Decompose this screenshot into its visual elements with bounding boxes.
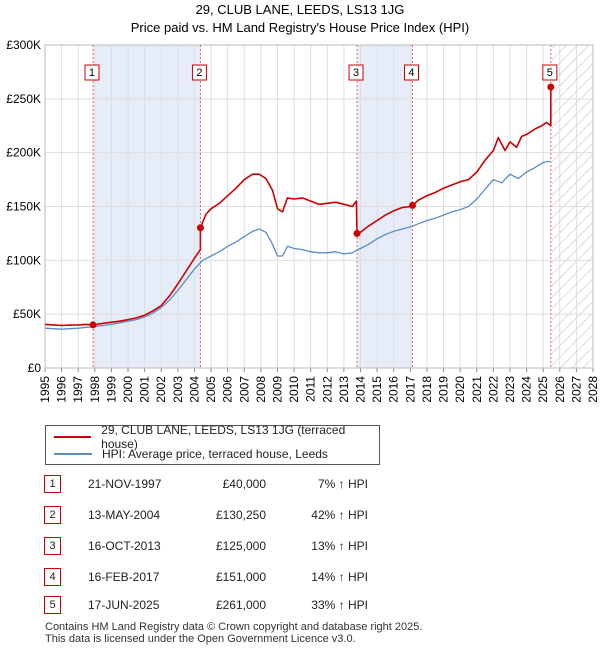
x-tick-label: 2025: [536, 376, 550, 403]
x-tick-label: 2021: [470, 376, 484, 403]
sale-label-box: [542, 64, 558, 81]
sale-hpi-change: 13% ↑ HPI: [311, 539, 368, 553]
sale-hpi-change: 33% ↑ HPI: [311, 598, 368, 612]
legend-item-property: 29, CLUB LANE, LEEDS, LS13 1JG (terraced…: [54, 423, 379, 451]
chart-title: 29, CLUB LANE, LEEDS, LS13 1JG: [196, 2, 405, 17]
x-tick-label: 2024: [520, 376, 534, 403]
sale-hpi-change: 14% ↑ HPI: [311, 570, 368, 584]
x-tick-label: 2015: [370, 376, 384, 403]
sale-date: 16-FEB-2017: [88, 570, 160, 584]
sale-label-box: [403, 64, 419, 81]
x-tick-label: 2022: [486, 376, 500, 403]
footer-attribution: Contains HM Land Registry data © Crown c…: [45, 621, 422, 645]
sale-point: [353, 229, 361, 237]
sale-label-box: [84, 64, 100, 81]
chart: 29, CLUB LANE, LEEDS, LS13 1JG Price pai…: [6, 2, 600, 403]
y-tick-label: £250K: [6, 92, 41, 106]
x-tick-label: 1997: [71, 376, 85, 403]
x-tick-label: 2026: [553, 376, 567, 403]
x-tick-label: 2017: [403, 376, 417, 403]
sale-price: £130,250: [215, 508, 266, 522]
legend: 29, CLUB LANE, LEEDS, LS13 1JG (terraced…: [45, 423, 380, 465]
sale-row: 5 17-JUN-2025 £261,000 33% ↑ HPI: [40, 595, 440, 615]
x-tick-label: 2003: [171, 376, 185, 403]
x-tick-label: 2023: [503, 376, 517, 403]
x-tick-label: 2009: [270, 376, 284, 403]
x-tick-label: 2020: [453, 376, 467, 403]
x-tick-label: 2008: [254, 376, 268, 403]
legend-label-property: 29, CLUB LANE, LEEDS, LS13 1JG (terraced…: [101, 423, 346, 451]
x-tick-label: 2006: [221, 376, 235, 403]
x-tick-label: 2013: [337, 376, 351, 403]
x-tick-label: 2010: [287, 376, 301, 403]
sale-point: [547, 83, 555, 91]
x-tick-label: 2007: [237, 376, 251, 403]
legend-swatch-hpi: [54, 453, 92, 455]
hpi-line: [44, 160, 550, 330]
sale-label-number: 1: [89, 67, 95, 79]
y-tick-label: £200K: [6, 146, 41, 160]
sale-date: 13-MAY-2004: [88, 508, 161, 522]
sale-date: 21-NOV-1997: [88, 477, 162, 491]
sale-price: £261,000: [215, 598, 266, 612]
sale-label-number: 5: [547, 67, 553, 79]
x-tick-label: 1999: [104, 376, 118, 403]
x-tick-label: 2027: [569, 376, 583, 403]
x-tick-label: 1996: [55, 376, 69, 403]
y-tick-label: £0: [28, 361, 42, 375]
sale-label-number: 2: [196, 67, 202, 79]
x-tick-label: 2012: [320, 376, 334, 403]
sale-number-badge: 1: [44, 475, 61, 493]
sale-point: [89, 321, 97, 329]
y-tick-label: £300K: [6, 38, 41, 52]
x-tick-label: 2001: [138, 376, 152, 403]
sale-date: 17-JUN-2025: [88, 598, 160, 612]
sale-hpi-change: 7% ↑ HPI: [317, 477, 368, 491]
sale-number-badge: 5: [44, 596, 61, 614]
x-tick-label: 2019: [437, 376, 451, 403]
x-tick-label: 2014: [354, 376, 368, 403]
sale-price: £151,000: [215, 570, 266, 584]
x-tick-label: 2018: [420, 376, 434, 403]
sale-label-number: 4: [408, 67, 414, 79]
sale-number-badge: 3: [44, 537, 61, 555]
y-tick-label: £100K: [6, 253, 41, 267]
x-tick-label: 2005: [204, 376, 218, 403]
sale-label-box: [348, 64, 364, 81]
sale-point: [408, 201, 416, 209]
chart-subtitle: Price paid vs. HM Land Registry's House …: [131, 20, 469, 35]
x-tick-label: 2004: [187, 376, 201, 403]
sale-row: 2 13-MAY-2004 £130,250 42% ↑ HPI: [40, 505, 440, 525]
legend-item-hpi: HPI: Average price, terraced house, Leed…: [54, 446, 328, 462]
sale-date: 16-OCT-2013: [88, 539, 161, 553]
footer-copyright: Contains HM Land Registry data © Crown c…: [45, 621, 423, 633]
property-price-line: [44, 85, 553, 327]
footer-license: This data is licensed under the Open Gov…: [45, 633, 356, 645]
legend-label-hpi: HPI: Average price, terraced house, Leed…: [102, 447, 328, 461]
y-tick-label: £50K: [13, 307, 41, 321]
legend-swatch-property: [54, 436, 92, 438]
sale-label-box: [191, 64, 207, 81]
x-tick-label: 2011: [304, 376, 318, 402]
sale-row: 1 21-NOV-1997 £40,000 7% ↑ HPI: [40, 474, 440, 494]
x-tick-label: 1995: [38, 376, 52, 403]
sale-point: [196, 224, 204, 232]
x-tick-label: 1998: [88, 376, 102, 403]
x-tick-label: 2002: [154, 376, 168, 403]
y-tick-label: £150K: [6, 200, 41, 214]
sale-number-badge: 2: [44, 506, 61, 524]
x-tick-label: 2000: [121, 376, 135, 403]
sale-label-number: 3: [353, 67, 359, 79]
x-tick-label: 2028: [586, 376, 600, 403]
x-tick-label: 2016: [387, 376, 401, 403]
sale-row: 3 16-OCT-2013 £125,000 13% ↑ HPI: [40, 536, 440, 556]
sale-row: 4 16-FEB-2017 £151,000 14% ↑ HPI: [40, 567, 440, 587]
sale-hpi-change: 42% ↑ HPI: [311, 508, 368, 522]
sale-price: £125,000: [215, 539, 266, 553]
sale-price: £40,000: [222, 477, 266, 491]
plot-border: [44, 44, 594, 369]
sale-number-badge: 4: [44, 568, 61, 586]
